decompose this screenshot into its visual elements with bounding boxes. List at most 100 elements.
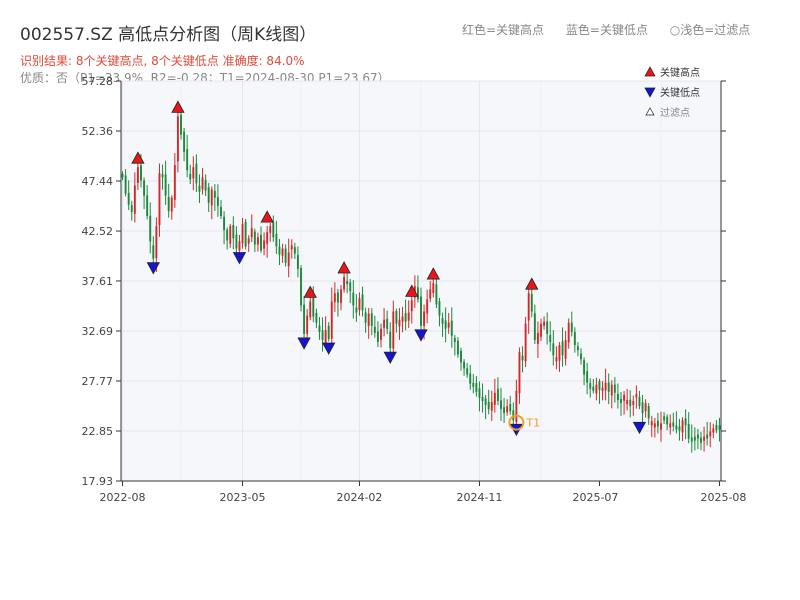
- candle-body: [318, 325, 321, 332]
- candle-body: [407, 312, 410, 321]
- candle-body: [346, 281, 349, 285]
- chart-title: 002557.SZ 高低点分析图（周K线图）: [20, 25, 317, 45]
- candle-body: [340, 289, 342, 303]
- candle-body: [573, 331, 576, 346]
- candle-body: [124, 175, 127, 194]
- candle-body: [167, 196, 170, 211]
- candle-body: [278, 246, 281, 255]
- candle-body: [453, 337, 456, 343]
- candle-body: [327, 325, 330, 339]
- candle-body: [592, 386, 595, 391]
- candle-body: [180, 114, 182, 135]
- candle-body: [533, 313, 536, 341]
- candle-body: [358, 298, 361, 310]
- candle-body: [395, 310, 398, 324]
- candle-body: [687, 424, 690, 439]
- candle-body: [576, 346, 579, 351]
- candle-body: [583, 360, 586, 375]
- candle-body: [666, 416, 669, 425]
- candle-body: [632, 401, 635, 406]
- x-tick-label: 2024-11: [456, 491, 502, 504]
- candle-body: [373, 326, 376, 333]
- candle-body: [580, 353, 582, 360]
- candle-body: [456, 340, 459, 355]
- candle-body: [561, 341, 564, 356]
- candle-body: [487, 401, 490, 410]
- y-tick-label: 52.36: [82, 125, 114, 138]
- candle-body: [629, 399, 632, 407]
- key-high-marker: [405, 284, 419, 297]
- candle-body: [183, 131, 186, 152]
- candle-body: [638, 396, 641, 407]
- candle-body: [426, 299, 429, 314]
- candle-body: [343, 276, 346, 290]
- candle-body: [349, 282, 352, 292]
- candle-body: [601, 387, 604, 392]
- candle-body: [567, 322, 570, 343]
- candle-body: [536, 332, 539, 344]
- legend-label: 关键低点: [660, 86, 700, 99]
- candle-body: [303, 304, 306, 334]
- candle-body: [429, 289, 432, 299]
- candle-body: [521, 355, 524, 361]
- candle-body: [210, 189, 213, 206]
- key-high-marker: [260, 210, 274, 223]
- candle-body: [447, 322, 450, 328]
- candle-body: [312, 297, 315, 317]
- candle-body: [133, 185, 136, 214]
- candle-body: [530, 293, 533, 312]
- candle-body: [256, 237, 259, 245]
- candle-body: [595, 384, 598, 394]
- candle-body: [432, 283, 435, 293]
- candle-body: [253, 231, 256, 245]
- candle-body: [586, 371, 589, 383]
- candle-body: [266, 232, 269, 244]
- candle-body: [241, 224, 244, 244]
- candle-body: [423, 311, 426, 327]
- candle-body: [164, 174, 167, 196]
- candle-body: [641, 402, 644, 414]
- candle-body: [380, 328, 382, 340]
- candle-body: [623, 394, 626, 401]
- y-tick-label: 57.28: [82, 75, 114, 88]
- candle-body: [693, 436, 696, 441]
- candle-body: [478, 388, 481, 398]
- legend-label: 关键高点: [660, 66, 700, 79]
- candle-body: [152, 245, 155, 259]
- candle-body: [500, 400, 502, 410]
- candle-body: [626, 399, 629, 405]
- key-low-marker: [297, 337, 311, 350]
- candle-body: [481, 396, 484, 401]
- candle-body: [712, 428, 715, 433]
- candle-body: [392, 311, 395, 349]
- candle-body: [469, 373, 472, 384]
- candle-body: [690, 437, 693, 442]
- candle-body: [229, 226, 232, 244]
- candle-body: [244, 221, 247, 247]
- candle-body: [195, 163, 198, 184]
- y-tick-label: 22.85: [82, 425, 114, 438]
- candle-body: [287, 252, 290, 267]
- candle-body: [527, 293, 530, 321]
- y-tick-label: 32.69: [82, 325, 114, 338]
- recognition-result: 识别结果: 8个关键高点, 8个关键低点 准确度: 84.0%: [20, 54, 305, 68]
- legend-label: 过滤点: [660, 106, 690, 119]
- candle-body: [518, 352, 521, 394]
- candle-body: [130, 205, 133, 212]
- y-tick-label: 17.93: [82, 475, 114, 488]
- candle-body: [223, 216, 226, 231]
- key-high-marker: [131, 151, 145, 164]
- key-low-marker: [322, 342, 336, 355]
- y-tick-label: 37.61: [82, 275, 114, 288]
- candle-body: [263, 240, 266, 249]
- key-high-marker: [171, 100, 185, 113]
- candle-body: [616, 393, 619, 400]
- candle-body: [386, 318, 389, 329]
- candle-body: [635, 393, 638, 398]
- candle-body: [336, 292, 339, 303]
- candle-body: [293, 247, 296, 254]
- candle-body: [484, 398, 487, 406]
- candle-body: [696, 434, 699, 439]
- key-high-marker: [426, 267, 440, 280]
- candle-body: [644, 403, 647, 412]
